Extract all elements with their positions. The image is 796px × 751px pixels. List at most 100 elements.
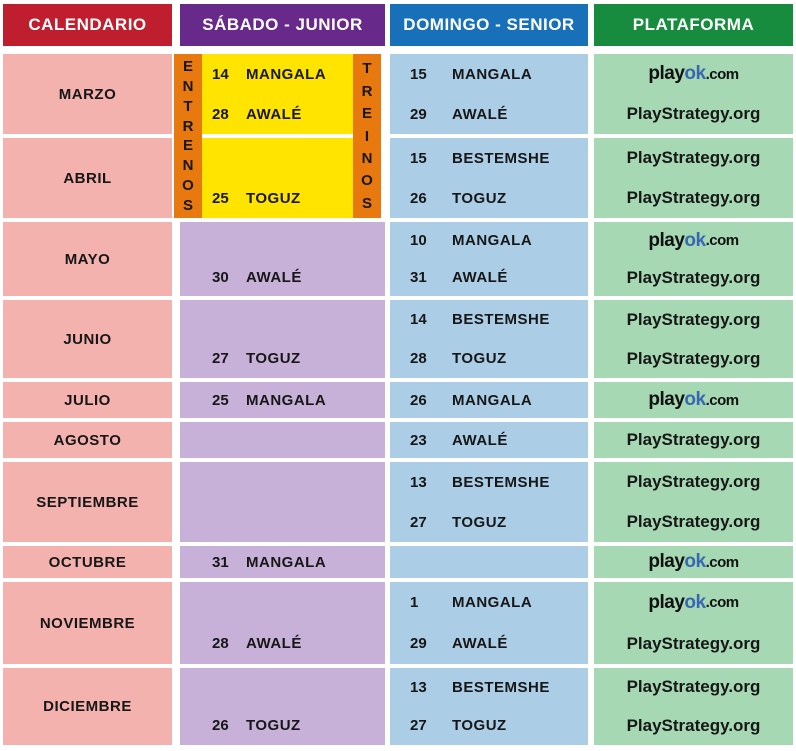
event-slot: 23 AWALÉ <box>390 422 588 458</box>
event-slot: 26 TOGUZ <box>390 178 588 218</box>
playok-logo: play ok .com <box>594 54 793 94</box>
event-day: 26 <box>410 189 427 207</box>
month-label: AGOSTO <box>3 422 172 458</box>
header-plataforma: PLATAFORMA <box>594 4 793 46</box>
event-day: 13 <box>410 678 427 696</box>
plataforma-cell: PlayStrategy.org <box>594 422 793 458</box>
event-game: MANGALA <box>246 65 327 83</box>
event-day: 27 <box>410 513 427 531</box>
event-slot: 30 AWALÉ <box>180 259 385 296</box>
playstrategy-label: PlayStrategy.org <box>626 430 761 449</box>
event-game: AWALÉ <box>246 269 302 286</box>
event-day: 28 <box>410 350 427 367</box>
playstrategy-label: PlayStrategy.org <box>626 677 761 697</box>
playstrategy-label: PlayStrategy.org <box>626 633 761 653</box>
event-slot: 15 BESTEMSHE <box>390 138 588 178</box>
event-day: 15 <box>410 149 427 167</box>
empty-slot <box>390 546 588 578</box>
event-game: MANGALA <box>452 232 533 249</box>
senior-cell: 13 BESTEMSHE 27 TOGUZ <box>390 462 588 542</box>
event-slot: 26 TOGUZ <box>180 707 385 746</box>
empty-slot <box>180 462 385 502</box>
event-slot: 28 TOGUZ <box>390 339 588 378</box>
event-game: TOGUZ <box>452 189 507 207</box>
event-slot: 27 TOGUZ <box>390 707 588 746</box>
event-day: 29 <box>410 635 427 652</box>
event-day: 23 <box>410 431 427 449</box>
event-day: 14 <box>410 311 427 328</box>
plataforma-cell: play ok .com PlayStrategy.org <box>594 582 793 664</box>
month-label: ABRIL <box>3 138 172 218</box>
event-day: 27 <box>212 350 229 367</box>
playok-ok: ok <box>684 63 706 84</box>
event-day: 1 <box>410 594 419 611</box>
event-day: 30 <box>212 269 229 286</box>
table-row-agosto: AGOSTO 23 AWALÉ PlayStrategy.org <box>3 422 796 458</box>
header-row: CALENDARIO SÁBADO - JUNIOR DOMINGO - SEN… <box>3 4 796 46</box>
junior-cell: 26 TOGUZ <box>180 668 385 745</box>
playok-logo: play ok .com <box>594 222 793 259</box>
event-game: TOGUZ <box>452 717 507 735</box>
playok-logo: play ok .com <box>594 582 793 623</box>
plataforma-cell: PlayStrategy.org PlayStrategy.org <box>594 138 793 218</box>
event-game: TOGUZ <box>452 350 507 367</box>
event-slot: 25 MANGALA <box>180 382 385 418</box>
event-game: TOGUZ <box>246 717 301 735</box>
table-row-marzo: MARZO 14 MANGALA 28 AWALÉ 15 MANGALA 29 … <box>3 54 796 134</box>
event-game: AWALÉ <box>452 105 508 123</box>
junior-cell: 25 MANGALA <box>180 382 385 418</box>
playstrategy-label: PlayStrategy.org <box>626 348 761 368</box>
plataforma-cell: play ok .com <box>594 546 793 578</box>
playstrategy-label: PlayStrategy.org <box>626 148 761 167</box>
table-row-diciembre: DICIEMBRE 26 TOGUZ 13 BESTEMSHE 27 TOGUZ… <box>3 668 796 745</box>
event-slot: 1 MANGALA <box>390 582 588 623</box>
event-game: TOGUZ <box>246 350 301 367</box>
plataforma-cell: play ok .com PlayStrategy.org <box>594 222 793 296</box>
playstrategy-label: PlayStrategy.org <box>626 309 761 329</box>
event-slot: 31 AWALÉ <box>390 259 588 296</box>
table-row-abril: ABRIL 25 TOGUZ 15 BESTEMSHE 26 TOGUZ Pla… <box>3 138 796 218</box>
playok-dotcom: .com <box>705 594 740 611</box>
empty-slot <box>180 502 385 542</box>
event-game: BESTEMSHE <box>452 311 550 328</box>
event-slot: 27 TOGUZ <box>390 502 588 542</box>
playok-play: play <box>648 229 685 251</box>
senior-cell: 15 MANGALA 29 AWALÉ <box>390 54 588 134</box>
event-game: AWALÉ <box>246 635 302 652</box>
empty-slot <box>202 138 353 178</box>
header-sabado-junior: SÁBADO - JUNIOR <box>180 4 385 46</box>
event-game: BESTEMSHE <box>452 149 550 167</box>
event-day: 25 <box>212 189 229 207</box>
month-label: MAYO <box>3 222 172 296</box>
event-slot: 27 TOGUZ <box>180 339 385 378</box>
plataforma-cell: PlayStrategy.org PlayStrategy.org <box>594 462 793 542</box>
month-label: OCTUBRE <box>3 546 172 578</box>
table-row-septiembre: SEPTIEMBRE 13 BESTEMSHE 27 TOGUZ PlayStr… <box>3 462 796 542</box>
event-slot: 14 BESTEMSHE <box>390 300 588 339</box>
junior-cell: 28 AWALÉ <box>180 582 385 664</box>
event-slot: 28 AWALÉ <box>180 623 385 664</box>
entrenos-highlight-block: 14 MANGALA 28 AWALÉ <box>202 54 353 134</box>
playok-play: play <box>648 551 685 572</box>
playok-ok: ok <box>684 389 706 410</box>
month-label: NOVIEMBRE <box>3 582 172 664</box>
event-day: 15 <box>410 65 427 83</box>
month-label: SEPTIEMBRE <box>3 462 172 542</box>
event-day: 28 <box>212 635 229 652</box>
event-day: 14 <box>212 65 229 83</box>
header-calendario: CALENDARIO <box>3 4 172 46</box>
event-day: 27 <box>410 717 427 735</box>
playstrategy-label: PlayStrategy.org <box>626 715 761 735</box>
empty-slot <box>180 668 385 707</box>
playstrategy-label: PlayStrategy.org <box>626 512 761 531</box>
event-day: 13 <box>410 473 427 491</box>
senior-cell: 10 MANGALA 31 AWALÉ <box>390 222 588 296</box>
junior-cell: 27 TOGUZ <box>180 300 385 378</box>
playok-dotcom: .com <box>705 553 740 571</box>
playok-play: play <box>648 389 685 410</box>
playok-dotcom: .com <box>705 65 740 83</box>
event-game: TOGUZ <box>246 189 301 207</box>
junior-cell: 14 MANGALA 28 AWALÉ <box>180 54 385 134</box>
event-day: 25 <box>212 391 229 409</box>
senior-cell: 26 MANGALA <box>390 382 588 418</box>
